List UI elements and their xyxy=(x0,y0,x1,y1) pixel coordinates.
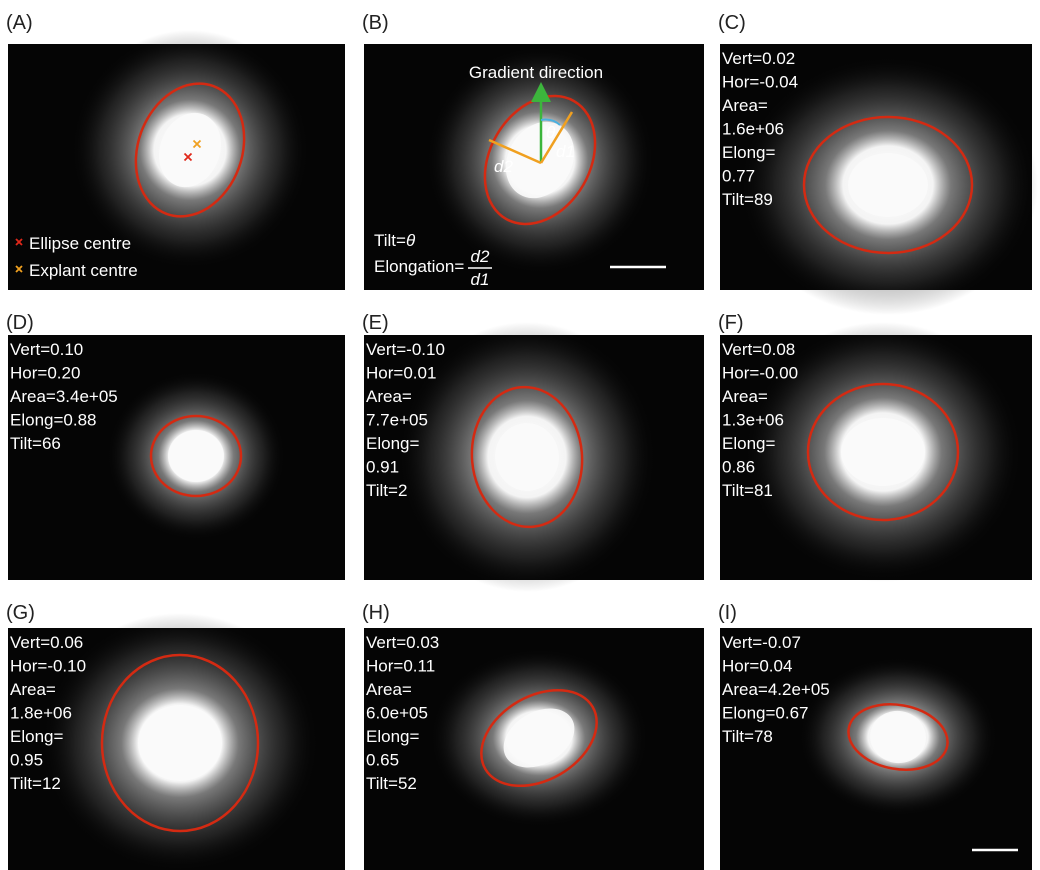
measure-text: Hor=0.20 xyxy=(10,364,80,383)
measure-text: Area= xyxy=(10,680,56,699)
measure-text: 7.7e+05 xyxy=(366,411,428,430)
measure-text: Area= xyxy=(366,680,412,699)
explant-core xyxy=(841,418,925,486)
measure-text: Hor=0.04 xyxy=(722,657,792,676)
measure-text: Area=3.4e+05 xyxy=(10,387,118,406)
panel-label: (B) xyxy=(362,12,389,34)
measure-text: Vert=0.03 xyxy=(366,633,439,652)
measure-text: Tilt=2 xyxy=(366,481,407,500)
measure-text: Area= xyxy=(722,387,768,406)
gradient-title: Gradient direction xyxy=(469,63,603,82)
measure-text: Elong=0.88 xyxy=(10,411,97,430)
d1-label: d1 xyxy=(556,142,575,161)
measure-text: Tilt=52 xyxy=(366,774,417,793)
tilt-label: Tilt= xyxy=(374,231,406,250)
measure-text: Elong= xyxy=(722,434,775,453)
measure-text: 0.77 xyxy=(722,167,755,186)
tilt-text: Tilt=θ xyxy=(374,231,416,250)
panel-label: (D) xyxy=(6,312,34,334)
measure-text: Area=4.2e+05 xyxy=(722,680,830,699)
panel-label: (I) xyxy=(718,602,737,624)
frac-den: d1 xyxy=(471,270,490,289)
legend-text: Ellipse centre xyxy=(29,234,131,253)
measure-text: 0.65 xyxy=(366,751,399,770)
panel-label: (E) xyxy=(362,312,389,334)
measure-text: Elong= xyxy=(366,434,419,453)
measure-text: Tilt=12 xyxy=(10,774,61,793)
measure-text: 0.95 xyxy=(10,751,43,770)
measure-text: 1.6e+06 xyxy=(722,120,784,139)
measure-text: 1.3e+06 xyxy=(722,411,784,430)
measure-text: Elong= xyxy=(366,727,419,746)
panel-label: (F) xyxy=(718,312,744,334)
panel-label: (C) xyxy=(718,12,746,34)
panel-label: (H) xyxy=(362,602,390,624)
measure-text: Area= xyxy=(722,96,768,115)
explant-core xyxy=(138,705,222,781)
measure-text: Elong=0.67 xyxy=(722,704,809,723)
measure-text: Hor=0.01 xyxy=(366,364,436,383)
d2-label: d2 xyxy=(494,157,513,176)
measure-text: Hor=-0.10 xyxy=(10,657,86,676)
measure-text: Area= xyxy=(366,387,412,406)
measure-text: Vert=0.06 xyxy=(10,633,83,652)
measure-text: Vert=-0.07 xyxy=(722,633,801,652)
panel-label: (G) xyxy=(6,602,35,624)
measure-text: Hor=-0.04 xyxy=(722,73,798,92)
explant-core xyxy=(168,430,224,482)
frac-num: d2 xyxy=(471,247,490,266)
measure-text: Tilt=89 xyxy=(722,190,773,209)
figure: (A) (B) (C) Vert=0.02 Hor=-0.04 Area= 1.6e+06 E… xyxy=(0,0,1040,870)
measure-text: Tilt=78 xyxy=(722,727,773,746)
measure-text: Elong= xyxy=(10,727,63,746)
measure-text: Elong= xyxy=(722,143,775,162)
measure-text: Vert=0.10 xyxy=(10,340,83,359)
measure-text: Tilt=66 xyxy=(10,434,61,453)
measure-text: 6.0e+05 xyxy=(366,704,428,723)
legend-text: Explant centre xyxy=(29,261,138,280)
measure-text: Hor=0.11 xyxy=(366,657,435,676)
measure-text: Vert=0.02 xyxy=(722,49,795,68)
measure-text: Tilt=81 xyxy=(722,481,773,500)
theta: θ xyxy=(546,123,556,142)
panel-label: (A) xyxy=(6,12,33,34)
measure-text: Hor=-0.00 xyxy=(722,364,798,383)
measure-text: 0.91 xyxy=(366,458,399,477)
explant-core xyxy=(848,153,928,217)
measure-text: 0.86 xyxy=(722,458,755,477)
measure-text: 1.8e+06 xyxy=(10,704,72,723)
tilt-theta: θ xyxy=(406,231,416,250)
measure-text: Vert=-0.10 xyxy=(366,340,445,359)
measure-text: Vert=0.08 xyxy=(722,340,795,359)
elongation-text: Elongation= xyxy=(374,257,464,276)
